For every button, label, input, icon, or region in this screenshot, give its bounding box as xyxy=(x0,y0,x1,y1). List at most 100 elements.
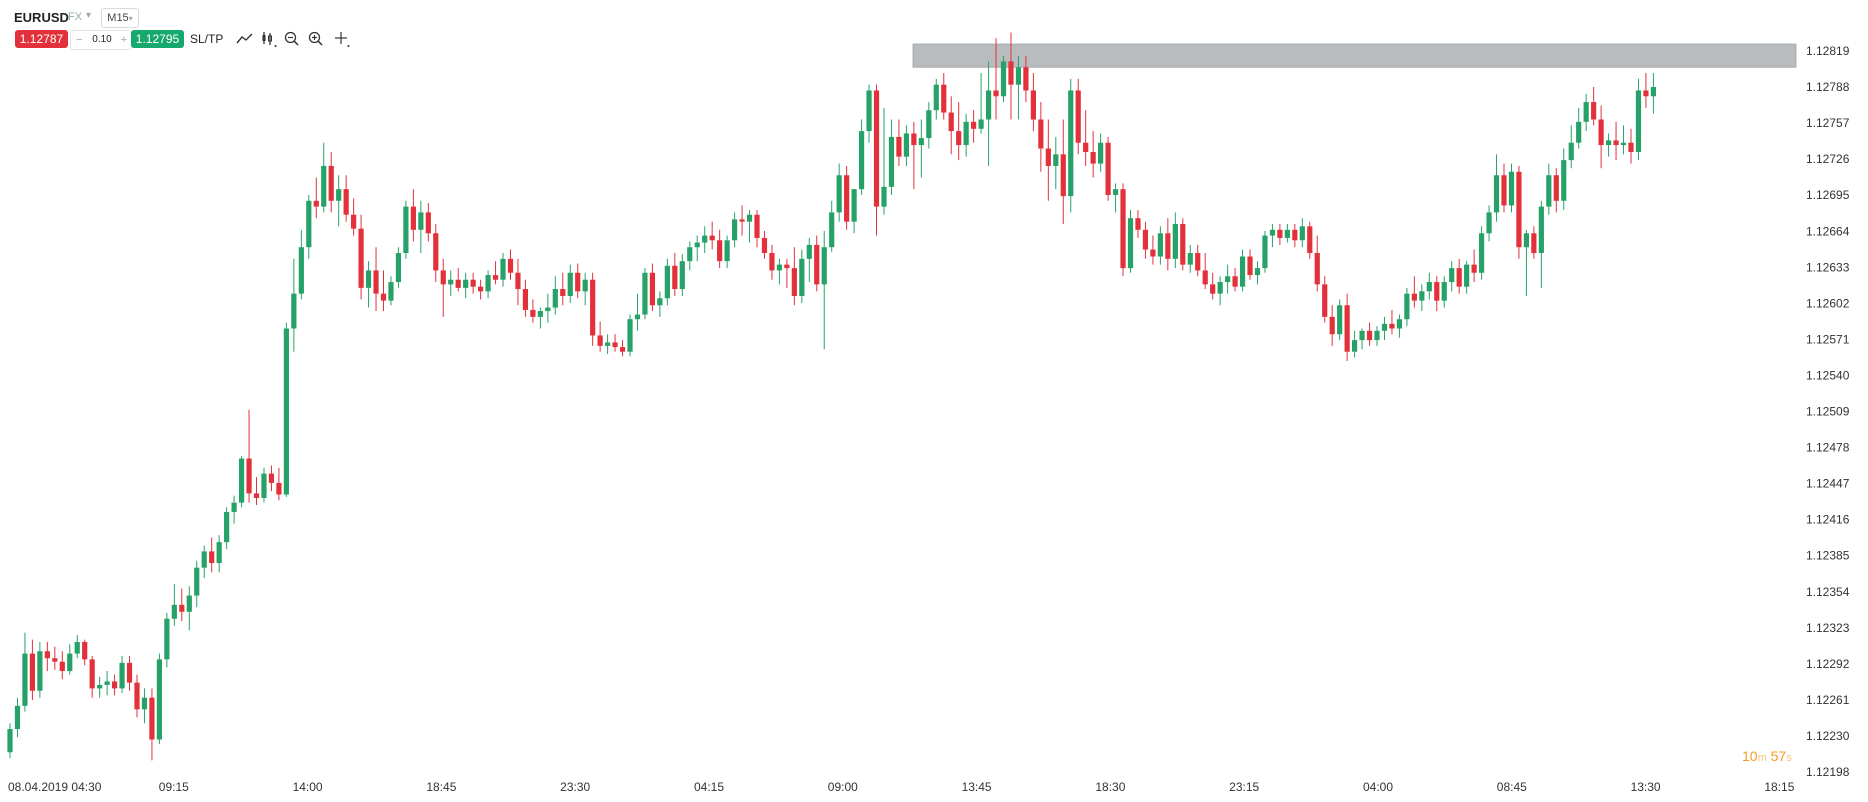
candle xyxy=(1105,136,1111,201)
candle-body xyxy=(515,272,521,290)
y-tick-label: 1.12633 xyxy=(1806,260,1850,274)
candle xyxy=(1083,110,1089,166)
candle-body xyxy=(605,342,611,346)
countdown-seconds: 57 xyxy=(1770,748,1787,764)
candle xyxy=(1053,136,1059,190)
candle-body xyxy=(44,651,50,659)
candle-body xyxy=(1478,233,1485,273)
candle-body xyxy=(664,265,670,299)
candle-body xyxy=(724,240,730,262)
candle xyxy=(560,272,566,306)
timeframe-select[interactable]: M15▾ xyxy=(101,8,139,28)
candle xyxy=(365,261,372,308)
candle-body xyxy=(336,189,342,201)
candle xyxy=(918,119,924,178)
candle xyxy=(776,258,783,285)
candle-body xyxy=(492,275,499,280)
candle-body xyxy=(1165,233,1171,259)
candle-body xyxy=(1598,119,1604,146)
candle-body xyxy=(1195,253,1201,271)
candle-body xyxy=(1217,282,1223,294)
candle xyxy=(1359,328,1365,350)
candle-body xyxy=(111,681,118,689)
sltp-button[interactable]: SL/TP xyxy=(190,32,224,46)
candle xyxy=(89,655,95,698)
candle-body xyxy=(1493,175,1500,213)
candle-body xyxy=(873,90,880,207)
candle xyxy=(351,198,357,236)
symbol-name[interactable]: EURUSD xyxy=(14,10,69,25)
candle xyxy=(268,465,275,492)
candle-body xyxy=(1000,61,1007,97)
y-tick-label: 1.12416 xyxy=(1806,513,1850,527)
candle-body xyxy=(1225,276,1231,283)
candle xyxy=(82,639,88,666)
candle xyxy=(896,119,902,166)
candle-body xyxy=(216,542,222,564)
candle xyxy=(433,223,439,283)
indicators-icon[interactable] xyxy=(259,29,279,49)
x-tick-label: 14:00 xyxy=(293,780,323,794)
zoom-in-icon[interactable] xyxy=(306,29,326,49)
candle-body xyxy=(1583,102,1589,122)
candle xyxy=(821,230,827,350)
x-tick-label: 04:00 xyxy=(1363,780,1393,794)
lot-size-value[interactable]: 0.10 xyxy=(92,34,112,45)
candle xyxy=(963,113,969,157)
y-tick-label: 1.12292 xyxy=(1806,657,1850,671)
candle-body xyxy=(657,298,663,306)
trend-line-icon[interactable] xyxy=(235,29,255,49)
sell-button[interactable]: 1.12787 xyxy=(15,30,68,48)
chevron-down-icon[interactable]: ▾ xyxy=(86,10,92,21)
candle-body xyxy=(858,131,865,190)
candle xyxy=(507,249,514,280)
crosshair-icon[interactable] xyxy=(332,29,352,49)
candle-body xyxy=(224,511,230,543)
candle-body xyxy=(388,282,394,301)
candle xyxy=(253,477,260,505)
lot-increase-button[interactable]: + xyxy=(120,34,127,46)
candle-body xyxy=(1157,233,1163,257)
candle-body xyxy=(1105,142,1111,195)
candle xyxy=(134,674,140,718)
candle xyxy=(1538,200,1544,288)
candle xyxy=(261,467,267,503)
candle xyxy=(126,655,133,691)
candle-body xyxy=(1180,223,1186,265)
buy-button[interactable]: 1.12795 xyxy=(131,30,184,48)
candle-body xyxy=(821,247,827,285)
candle-body xyxy=(1202,270,1208,285)
candle-body xyxy=(814,244,820,285)
candle xyxy=(769,244,775,280)
resistance-zone[interactable] xyxy=(912,43,1797,68)
candle xyxy=(1157,226,1163,265)
candle-body xyxy=(1329,316,1335,335)
candle-body xyxy=(1053,154,1059,166)
candle xyxy=(358,214,364,300)
candle-body xyxy=(1359,330,1365,341)
candle-body xyxy=(956,131,962,146)
x-tick-label: 13:30 xyxy=(1631,780,1661,794)
candle-body xyxy=(1112,189,1119,195)
candle xyxy=(866,84,872,143)
candle-body xyxy=(537,311,543,317)
zoom-out-icon[interactable] xyxy=(282,29,302,49)
candle-body xyxy=(627,319,633,352)
candle xyxy=(224,507,230,550)
candle-body xyxy=(89,659,95,689)
candle xyxy=(1404,287,1410,327)
candle-body xyxy=(679,261,685,290)
candle xyxy=(1471,249,1477,283)
candle xyxy=(1419,284,1425,312)
candle-body xyxy=(126,662,133,683)
candle xyxy=(470,272,476,294)
candle xyxy=(448,270,454,296)
candle xyxy=(440,258,446,317)
lot-decrease-button[interactable]: − xyxy=(76,34,83,46)
y-tick-label: 1.12788 xyxy=(1806,80,1850,94)
candle xyxy=(1426,272,1432,300)
candle-body xyxy=(612,342,618,348)
x-tick-label: 18:45 xyxy=(426,780,456,794)
y-tick-label: 1.12385 xyxy=(1806,549,1850,563)
